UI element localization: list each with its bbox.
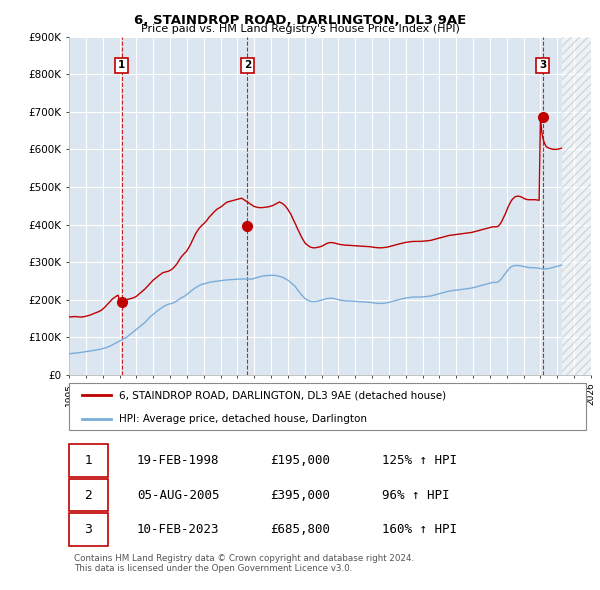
Text: £685,800: £685,800	[270, 523, 330, 536]
Text: Contains HM Land Registry data © Crown copyright and database right 2024.
This d: Contains HM Land Registry data © Crown c…	[74, 553, 415, 573]
Text: Price paid vs. HM Land Registry's House Price Index (HPI): Price paid vs. HM Land Registry's House …	[140, 25, 460, 34]
Text: 160% ↑ HPI: 160% ↑ HPI	[382, 523, 457, 536]
FancyBboxPatch shape	[69, 444, 108, 477]
FancyBboxPatch shape	[69, 513, 108, 546]
Text: 3: 3	[539, 60, 546, 70]
Text: 05-AUG-2005: 05-AUG-2005	[137, 489, 220, 502]
Text: 3: 3	[85, 523, 92, 536]
Text: 1: 1	[85, 454, 92, 467]
Text: 10-FEB-2023: 10-FEB-2023	[137, 523, 220, 536]
Text: 1: 1	[118, 60, 125, 70]
Text: 6, STAINDROP ROAD, DARLINGTON, DL3 9AE: 6, STAINDROP ROAD, DARLINGTON, DL3 9AE	[134, 14, 466, 27]
Text: 2: 2	[85, 489, 92, 502]
FancyBboxPatch shape	[69, 384, 586, 430]
Text: £395,000: £395,000	[270, 489, 330, 502]
Text: HPI: Average price, detached house, Darlington: HPI: Average price, detached house, Darl…	[119, 414, 367, 424]
Text: 6, STAINDROP ROAD, DARLINGTON, DL3 9AE (detached house): 6, STAINDROP ROAD, DARLINGTON, DL3 9AE (…	[119, 390, 446, 400]
Text: 2: 2	[244, 60, 251, 70]
Text: 125% ↑ HPI: 125% ↑ HPI	[382, 454, 457, 467]
Text: 19-FEB-1998: 19-FEB-1998	[137, 454, 220, 467]
Text: 96% ↑ HPI: 96% ↑ HPI	[382, 489, 450, 502]
Text: £195,000: £195,000	[270, 454, 330, 467]
FancyBboxPatch shape	[69, 479, 108, 512]
